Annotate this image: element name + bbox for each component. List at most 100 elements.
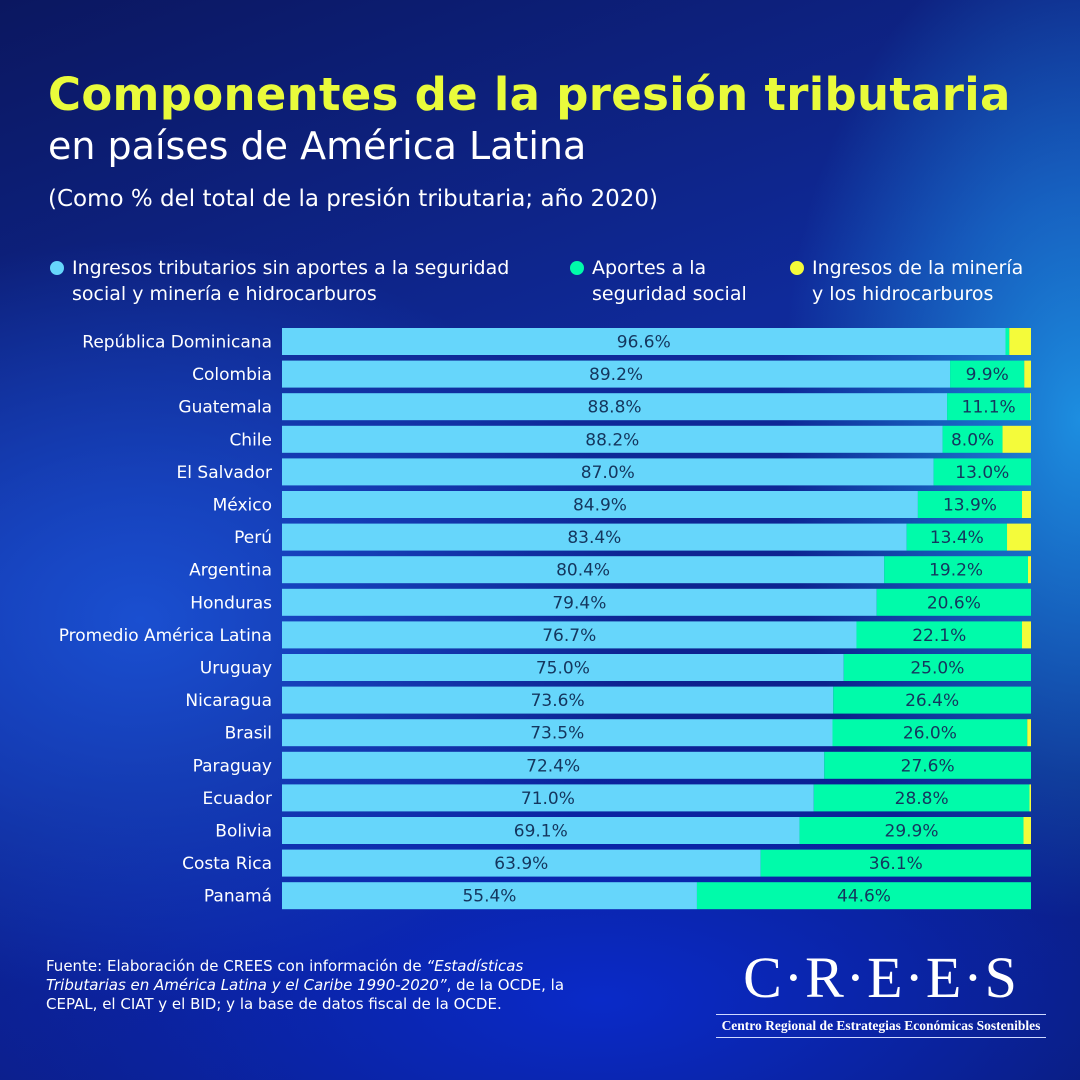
data-label: 11.1%: [962, 398, 1016, 418]
bar-segment-series-1: [696, 882, 1031, 910]
legend-text: Ingresos de la minería: [812, 257, 1024, 279]
bar-segment-series-1: [832, 719, 1028, 747]
data-label: 19.2%: [929, 561, 983, 581]
data-label: 88.8%: [588, 398, 642, 418]
bar-segment-series-1: [906, 523, 1008, 551]
legend-dot-blue: [50, 261, 64, 275]
bar-segment-series-1: [933, 458, 1031, 486]
bar-segment-series-0: [282, 588, 877, 616]
logo-name: C·R·E·E·S: [743, 945, 1019, 1010]
bar-segment-series-2: [1030, 393, 1031, 421]
bar-segment-series-2: [1029, 784, 1031, 812]
bar-segment-series-1: [843, 654, 1031, 681]
bar-segment-series-2: [1027, 719, 1031, 747]
bar-segment-series-0: [282, 654, 844, 681]
bar-segment-series-1: [884, 556, 1029, 584]
source-prefix: Fuente: Elaboración de CREES con informa…: [46, 957, 427, 975]
legend-text: y los hidrocarburos: [812, 283, 994, 305]
data-label: 87.0%: [581, 463, 635, 483]
data-label: 9.9%: [966, 365, 1009, 385]
bar-segment-series-2: [1007, 523, 1031, 551]
data-label: 69.1%: [514, 822, 568, 842]
bar-segment-series-0: [282, 328, 1006, 355]
bar-segment-series-0: [282, 686, 834, 714]
data-label: 36.1%: [869, 854, 923, 874]
data-label: 44.6%: [837, 887, 891, 907]
data-label: 63.9%: [494, 854, 548, 874]
legend-text: Ingresos tributarios sin aportes a la se…: [72, 257, 510, 279]
category-label: Ecuador: [203, 789, 272, 809]
bar-segment-series-2: [1023, 817, 1031, 844]
bar-segment-series-0: [282, 621, 857, 649]
data-label: 79.4%: [552, 593, 606, 613]
category-label: Perú: [234, 528, 272, 548]
data-label: 22.1%: [912, 626, 966, 646]
bar-segment-series-0: [282, 425, 943, 453]
crees-logo: C·R·E·E·S Centro Regional de Estrategias…: [716, 946, 1046, 1038]
bar-segment-series-1: [917, 491, 1023, 518]
data-label: 25.0%: [910, 659, 964, 679]
title: Componentes de la presión tributaria: [48, 68, 1011, 121]
data-label: 83.4%: [567, 528, 621, 548]
category-label: Chile: [229, 430, 272, 450]
category-label: Guatemala: [178, 398, 272, 418]
bar-segment-series-1: [942, 425, 1003, 453]
legend-item-tax-revenue: Ingresos tributarios sin aportes a la se…: [48, 255, 509, 307]
bar-segment-series-1: [1005, 328, 1010, 355]
bar-segment-series-1: [760, 849, 1031, 877]
bar-segment-series-1: [833, 686, 1031, 714]
data-label: 27.6%: [901, 756, 955, 776]
bar-segment-series-0: [282, 817, 800, 844]
bar-segment-series-0: [282, 556, 885, 584]
bar-segment-series-2: [1009, 328, 1031, 355]
data-label: 75.0%: [536, 659, 590, 679]
data-label: 84.9%: [573, 496, 627, 516]
data-label: 29.9%: [885, 822, 939, 842]
bar-segment-series-1: [799, 817, 1024, 844]
legend-dot-yellow: [790, 261, 804, 275]
data-label: 55.4%: [462, 887, 516, 907]
title-line-2: en países de América Latina: [48, 124, 587, 168]
data-label: 96.6%: [617, 333, 671, 353]
bar-segment-series-0: [282, 491, 918, 518]
category-label: El Salvador: [177, 463, 272, 483]
data-label: 26.0%: [903, 724, 957, 744]
bar-segment-series-1: [813, 784, 1030, 812]
legend-text: seguridad social: [592, 283, 747, 305]
bar-segment-series-2: [1028, 556, 1031, 584]
source-suffix: , de la OCDE, la CEPAL, el CIAT y el BID…: [46, 976, 565, 1013]
legend-item-mining: Ingresos de la minería y los hidrocarbur…: [788, 255, 1023, 307]
data-label: 76.7%: [542, 626, 596, 646]
bar-segment-series-1: [856, 621, 1023, 649]
category-label: Brasil: [225, 724, 272, 744]
source-note: Fuente: Elaboración de CREES con informa…: [46, 957, 576, 1014]
category-label: Paraguay: [193, 756, 272, 776]
category-label: Argentina: [189, 561, 272, 581]
bar-segment-series-0: [282, 393, 948, 421]
category-label: Colombia: [192, 365, 272, 385]
category-label: República Dominicana: [82, 333, 272, 353]
data-label: 13.9%: [943, 496, 997, 516]
bar-segment-series-0: [282, 719, 833, 747]
logo-tagline: Centro Regional de Estrategias Económica…: [716, 1014, 1046, 1038]
legend-text: Aportes a la: [592, 257, 707, 279]
legend-text: social y minería e hidrocarburos: [72, 283, 377, 305]
bar-segment-series-1: [876, 588, 1031, 616]
category-label: Panamá: [204, 887, 272, 907]
category-label: México: [213, 496, 272, 516]
data-label: 71.0%: [521, 789, 575, 809]
bar-segment-series-2: [1022, 491, 1031, 518]
category-label: Bolivia: [215, 822, 272, 842]
bar-segment-series-0: [282, 458, 934, 486]
category-label: Costa Rica: [182, 854, 272, 874]
legend-item-social-security: Aportes a la seguridad social: [568, 255, 747, 307]
bar-segment-series-2: [1024, 360, 1031, 388]
subtitle: (Como % del total de la presión tributar…: [48, 186, 659, 212]
bar-segment-series-0: [282, 751, 825, 779]
legend-dot-green: [570, 261, 584, 275]
data-label: 73.6%: [531, 691, 585, 711]
bar-segment-series-0: [282, 849, 761, 877]
data-label: 80.4%: [556, 561, 610, 581]
data-label: 20.6%: [927, 593, 981, 613]
